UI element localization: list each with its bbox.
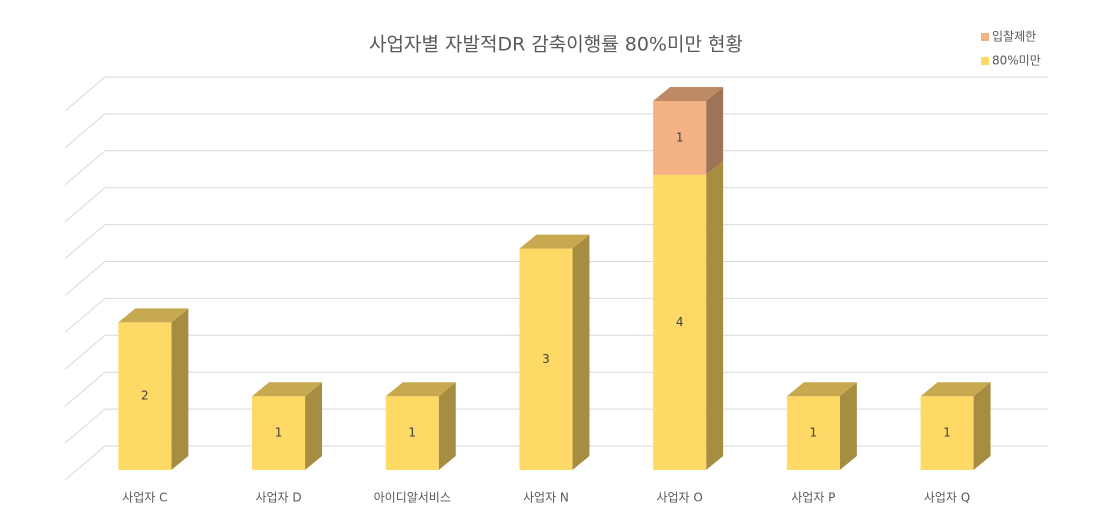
bar-front xyxy=(653,101,707,175)
grid-line-side xyxy=(64,224,106,259)
bar-side xyxy=(171,308,189,470)
legend-swatch xyxy=(981,33,989,41)
bar-front xyxy=(920,396,974,470)
x-tick-label: 아이디알서비스 xyxy=(374,491,451,505)
bar-top xyxy=(519,234,590,249)
bar-side xyxy=(438,382,456,470)
bar xyxy=(786,382,857,470)
legend-label: 80%미만 xyxy=(992,54,1041,68)
bar xyxy=(653,87,724,175)
data-label: 1 xyxy=(943,426,951,440)
grid-line-side xyxy=(64,261,106,296)
x-tick-label: 사업자 Q xyxy=(924,491,970,505)
grid-line-side xyxy=(64,113,106,149)
x-tick-label: 사업자 O xyxy=(656,491,702,505)
bar xyxy=(653,160,724,471)
bar-top xyxy=(118,308,189,323)
bar-top xyxy=(252,382,323,397)
bar-top xyxy=(385,382,456,397)
grid-line-side xyxy=(64,298,106,333)
x-tick-label: 사업자 P xyxy=(791,491,835,505)
bar xyxy=(118,308,189,470)
grid-line-side xyxy=(64,408,106,444)
bar xyxy=(252,382,323,470)
bar-side xyxy=(706,160,724,471)
bar-top xyxy=(653,87,724,101)
bar-front xyxy=(385,396,439,470)
bar xyxy=(920,382,991,470)
x-tick-label: 사업자 D xyxy=(255,491,301,505)
bar xyxy=(519,234,590,470)
bar-side xyxy=(305,382,323,470)
bar-front xyxy=(252,396,306,470)
bar-front xyxy=(118,322,172,470)
x-tick-label: 사업자 N xyxy=(523,491,569,505)
data-label: 1 xyxy=(676,130,684,144)
grid-line-side xyxy=(64,187,106,223)
data-label: 2 xyxy=(141,389,149,403)
grid-line-side xyxy=(64,445,106,481)
grid-line-side xyxy=(64,150,106,186)
data-label: 1 xyxy=(408,426,416,440)
data-label: 1 xyxy=(810,426,818,440)
bar-top xyxy=(920,382,991,397)
bar-side xyxy=(973,382,991,470)
data-label: 1 xyxy=(275,426,283,440)
grid-line-side xyxy=(64,76,106,112)
bar xyxy=(385,382,456,470)
bar-front xyxy=(519,248,573,470)
bar-front xyxy=(653,174,707,471)
bar-side xyxy=(839,382,857,470)
bar-top xyxy=(786,382,857,397)
x-tick-label: 사업자 C xyxy=(122,491,167,505)
bar-front xyxy=(786,396,840,470)
legend-label: 입찰제한 xyxy=(992,30,1036,44)
grid-line-side xyxy=(64,371,106,407)
chart-title: 사업자별 자발적DR 감축이행률 80%미만 현황 xyxy=(369,34,743,56)
grid-line-side xyxy=(64,334,106,370)
bar-side xyxy=(706,87,724,175)
bar-side xyxy=(572,234,590,470)
data-label: 4 xyxy=(676,315,684,329)
legend-swatch xyxy=(981,57,989,65)
data-label: 3 xyxy=(542,352,550,366)
